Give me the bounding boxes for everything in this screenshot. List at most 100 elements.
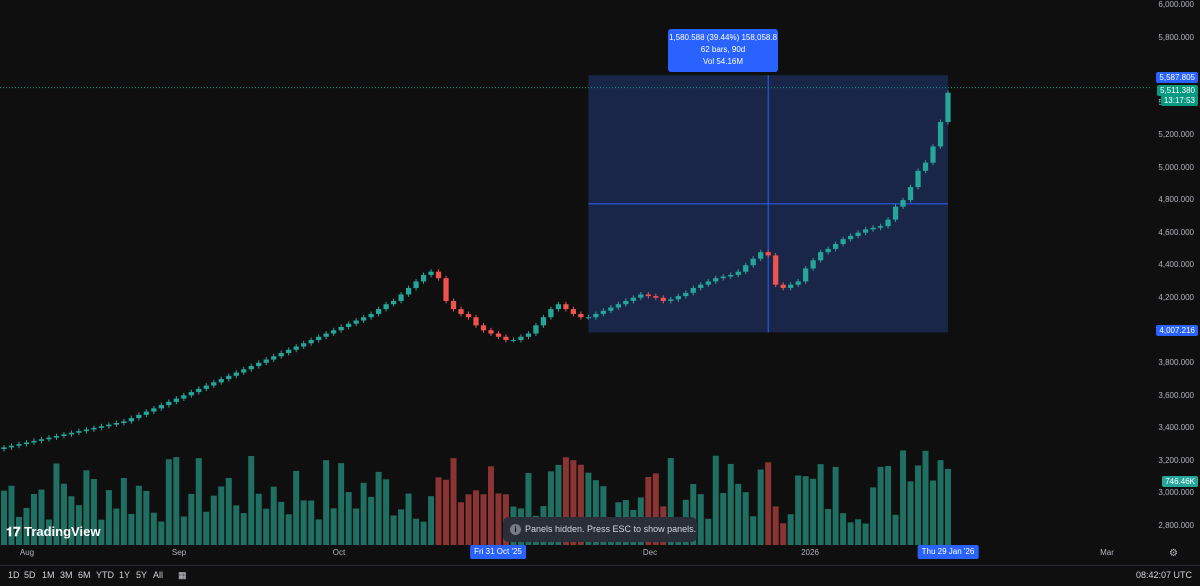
candle-body — [68, 432, 75, 435]
candle-body — [847, 235, 854, 240]
candle-body — [855, 232, 861, 236]
candle-body — [278, 353, 284, 357]
candle-body — [877, 226, 884, 228]
candle-body — [338, 327, 344, 331]
candle-body — [630, 297, 636, 301]
volume-bar — [915, 465, 922, 545]
price-axis[interactable]: 6,000.0005,800.0005,400.0005,200.0005,00… — [1150, 0, 1200, 545]
candle-body — [211, 382, 217, 386]
measure-bars-text: 62 bars, 90d — [700, 45, 746, 54]
price-tick-label: 4,600.000 — [1158, 227, 1194, 237]
volume-bar — [840, 513, 847, 545]
candle-body — [900, 200, 906, 207]
countdown-tag: 13:17:53 — [1160, 95, 1198, 106]
candle-body — [61, 434, 67, 436]
candle-body — [428, 271, 434, 275]
volume-bar — [705, 518, 712, 545]
time-axis[interactable]: Aug Sep Oct Fri 31 Oct '25 Dec 2026 Thu … — [0, 545, 1150, 560]
candle-body — [585, 317, 592, 319]
volume-bar — [428, 496, 435, 545]
candle-body — [683, 292, 689, 297]
candle-body — [653, 296, 659, 298]
candle-body — [773, 255, 779, 285]
range-5d-button[interactable]: 5D — [24, 570, 36, 580]
price-tick-label: 3,200.000 — [1158, 455, 1194, 465]
volume-bar — [690, 483, 697, 545]
candle-body — [248, 366, 254, 370]
bottom-toolbar: 1D 5D 1M 3M 6M YTD 1Y 5Y All ▦ 08:42:07 … — [0, 565, 1200, 586]
candle-body — [698, 284, 704, 288]
volume-bar — [240, 513, 247, 545]
volume-bar — [53, 463, 60, 545]
candle-body — [735, 271, 741, 275]
candle-body — [405, 287, 412, 295]
range-all-button[interactable]: All — [153, 570, 164, 580]
volume-bar — [360, 482, 367, 545]
volume-bar — [75, 505, 82, 545]
candle-body — [293, 346, 299, 350]
range-1d-button[interactable]: 1D — [8, 570, 20, 580]
candle-body — [862, 229, 869, 233]
volume-bar — [15, 516, 22, 545]
price-tick-label: 3,000.000 — [1158, 488, 1194, 498]
volume-bar — [413, 518, 420, 545]
candle-body — [795, 281, 801, 285]
candle-body — [922, 162, 929, 171]
price-tick-label: 3,800.000 — [1158, 358, 1194, 368]
range-1m-button[interactable]: 1M — [42, 570, 55, 580]
candle-body — [91, 427, 97, 430]
volume-bar — [712, 455, 719, 545]
volume-bar — [330, 508, 337, 545]
range-ytd-button[interactable]: YTD — [96, 570, 114, 580]
volume-bar — [195, 458, 202, 545]
volume-bar — [487, 466, 494, 545]
range-1y-button[interactable]: 1Y — [119, 570, 131, 580]
candle-body — [301, 343, 307, 347]
volume-bar — [810, 478, 817, 545]
candle-body — [495, 333, 502, 337]
volume-bar — [930, 480, 937, 545]
measure-change-text: 1,580.588 (39.44%) 158,058.8 — [668, 33, 778, 42]
candle-body — [286, 349, 292, 354]
candle-body — [450, 300, 457, 310]
range-6m-button[interactable]: 6M — [78, 570, 91, 580]
range-5y-button[interactable]: 5Y — [136, 570, 148, 580]
price-tick-label: 3,400.000 — [1158, 423, 1194, 433]
chart-svg — [0, 75, 1150, 545]
volume-bar — [585, 472, 592, 545]
volume-bar — [375, 471, 382, 545]
volume-bar — [68, 496, 75, 545]
price-tick-label: 6,000.000 — [1158, 0, 1194, 10]
volume-bar — [870, 487, 877, 545]
volume-bar — [450, 458, 457, 545]
candle-body — [892, 206, 899, 220]
volume-bar — [188, 493, 195, 545]
volume-bar — [383, 479, 390, 545]
volume-bar — [757, 469, 764, 545]
clock-utc[interactable]: 08:42:07 UTC — [1135, 570, 1192, 580]
candle-body — [368, 313, 374, 318]
volume-bar — [780, 523, 787, 545]
range-3m-button[interactable]: 3M — [60, 570, 73, 580]
candle-body — [907, 187, 914, 201]
time-label-sep: Sep — [171, 548, 187, 557]
price-tick-label: 5,800.000 — [1158, 32, 1194, 42]
volume-bar — [225, 477, 232, 545]
volume-bar — [802, 476, 809, 545]
settings-gear-icon[interactable]: ⚙ — [1169, 548, 1178, 559]
chart-canvas[interactable] — [0, 0, 1150, 545]
candle-body — [720, 276, 726, 279]
calendar-range-icon[interactable]: ▦ — [178, 570, 187, 580]
candle-body — [331, 330, 337, 334]
volume-bar — [795, 475, 802, 545]
volume-bar — [248, 456, 255, 545]
volume-bar — [465, 494, 472, 545]
volume-bar — [105, 490, 112, 545]
volume-bar — [922, 450, 929, 545]
candle-body — [435, 271, 442, 279]
measure-tooltip: 1,580.588 (39.44%) 158,058.8 62 bars, 90… — [668, 29, 778, 72]
candle-body — [668, 299, 674, 301]
volume-bar — [143, 490, 150, 545]
volume-bar — [847, 522, 854, 545]
candle-body — [645, 294, 651, 297]
